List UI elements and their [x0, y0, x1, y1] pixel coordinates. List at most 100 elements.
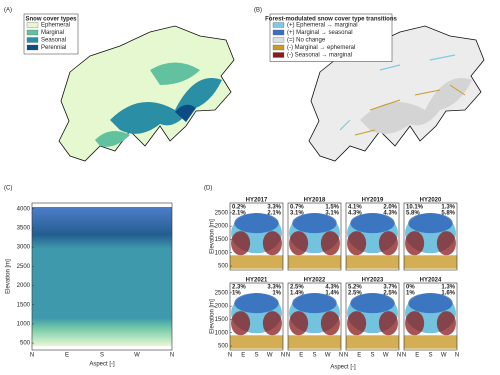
plot-frame: [31, 202, 173, 351]
x-tick-label: S: [312, 353, 316, 359]
subplot-title: HY2020: [420, 198, 442, 204]
legend-label: Perennial: [41, 45, 66, 51]
x-tick-label: N: [30, 353, 34, 359]
legend-swatch: [26, 37, 39, 43]
map-b: [308, 25, 485, 162]
value-label: 3.1%: [290, 211, 304, 217]
value-label: 1.5%: [325, 205, 339, 211]
value-label: 4.1%: [348, 205, 362, 211]
value-label: 1.4%: [325, 291, 339, 297]
y-tick-label: 3000: [17, 245, 31, 251]
value-label: 2.3%: [232, 285, 246, 291]
scatter-cloud: [350, 213, 395, 234]
legend-swatch: [272, 22, 285, 28]
legend-label: (+) Ephemeral → marginal: [287, 23, 358, 29]
value-label: 10.1%: [406, 205, 424, 211]
x-tick-label: W: [441, 353, 447, 359]
scatter-cloud: [436, 311, 456, 336]
y-tick-label: 1500: [215, 237, 229, 243]
value-label: 1%: [406, 291, 415, 297]
panel-label: (D): [204, 186, 212, 192]
x-tick-label: E: [415, 353, 419, 359]
panel-label: (C): [4, 186, 12, 192]
y-tick-label: 2500: [215, 210, 229, 216]
subplot: [288, 213, 341, 269]
value-label: 2.1%: [232, 211, 246, 217]
scatter-cloud: [234, 293, 279, 314]
value-label: 1.3%: [441, 285, 455, 291]
y-tick-label: 2500: [17, 264, 31, 270]
subplot: [404, 213, 457, 269]
map-a: [58, 25, 235, 162]
scatter-cloud: [262, 231, 282, 256]
scatter-cloud: [408, 213, 453, 234]
plot-frame: [287, 202, 342, 271]
plot-frame: [287, 282, 342, 351]
scatter-cloud: [320, 311, 340, 336]
value-label: 2.1%: [267, 211, 281, 217]
scatter-cloud: [292, 213, 337, 234]
plot-frame: [345, 282, 400, 351]
y-axis-label: Elevation [m]: [210, 219, 216, 254]
value-label: 1%: [232, 291, 241, 297]
value-label: 0.7%: [290, 205, 304, 211]
scatter-cloud: [288, 255, 341, 269]
value-label: 4.3%: [348, 211, 362, 217]
subplot-title: HY2022: [304, 278, 326, 284]
subplot: [404, 293, 457, 349]
y-tick-label: 1000: [215, 330, 229, 336]
x-tick-label: E: [357, 353, 361, 359]
legend-title: Snow cover types: [25, 17, 77, 23]
value-label: 1.4%: [290, 291, 304, 297]
scatter-cloud: [289, 231, 309, 256]
y-axis-label: Elevation [m]: [6, 259, 12, 294]
y-tick-label: 4000: [17, 206, 31, 212]
value-label: 1.6%: [441, 291, 455, 297]
y-tick-label: 3500: [17, 226, 31, 232]
scatter-cloud: [346, 255, 399, 269]
value-label: 2.5%: [383, 291, 397, 297]
value-label: 2.5%: [348, 291, 362, 297]
value-label: 3.1%: [325, 211, 339, 217]
legend-swatch: [272, 37, 285, 43]
scatter-cloud: [32, 207, 172, 346]
legend-label: (+) Marginal → seasonal: [287, 30, 353, 36]
subplot-title: HY2019: [362, 198, 384, 204]
scatter-cloud: [405, 231, 425, 256]
x-tick-label: N: [455, 353, 459, 359]
subplot-title: HY2018: [304, 198, 326, 204]
x-tick-label: E: [65, 353, 69, 359]
scatter-cloud: [231, 231, 251, 256]
legend-swatch: [26, 44, 39, 51]
x-tick-label: N: [402, 353, 406, 359]
x-tick-label: W: [134, 353, 140, 359]
legend-swatch: [272, 44, 285, 51]
x-tick-label: W: [383, 353, 389, 359]
x-tick-label: W: [267, 353, 273, 359]
subplot: [346, 293, 399, 349]
scatter-cloud: [262, 311, 282, 336]
x-tick-label: N: [286, 353, 290, 359]
x-tick-label: N: [228, 353, 232, 359]
y-tick-label: 1000: [17, 321, 31, 327]
legend-swatch: [26, 29, 39, 36]
y-tick-label: 1500: [17, 302, 31, 308]
value-label: 3.3%: [267, 285, 281, 291]
legend-swatch: [272, 29, 285, 36]
value-label: 5.8%: [406, 211, 420, 217]
plot-frame: [229, 282, 284, 351]
legend-label: (-) Marginal → ephemeral: [287, 45, 355, 51]
legend-label: Ephemeral: [41, 23, 70, 29]
legend-title: Forest-modulated snow cover type transit…: [265, 17, 397, 23]
subplot: [346, 213, 399, 269]
x-tick-label: N: [339, 353, 343, 359]
scatter-cloud: [320, 231, 340, 256]
y-tick-label: 1000: [215, 250, 229, 256]
scatter-cloud: [230, 335, 283, 349]
value-label: 2.0%: [383, 205, 397, 211]
value-label: 4.3%: [383, 211, 397, 217]
x-tick-label: N: [397, 353, 401, 359]
scatter-cloud: [347, 231, 367, 256]
y-tick-label: 2000: [17, 283, 31, 289]
